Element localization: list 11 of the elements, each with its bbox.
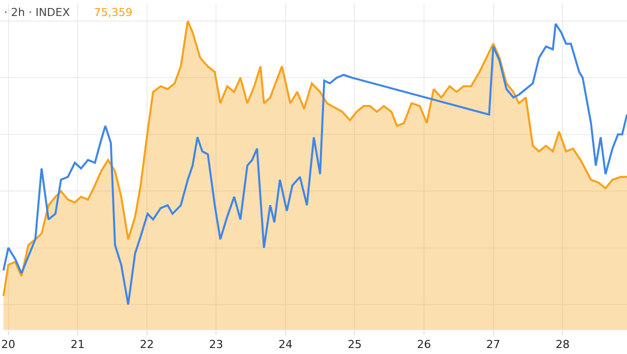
x-tick-label: 25 bbox=[348, 338, 362, 352]
x-tick-label: 22 bbox=[140, 338, 154, 352]
x-tick-label: 21 bbox=[70, 338, 85, 352]
text: 75,359 bbox=[94, 6, 132, 19]
x-tick-label: 20 bbox=[1, 338, 16, 352]
x-tick-label: 28 bbox=[556, 338, 570, 352]
text: · 2h · INDEX bbox=[4, 6, 70, 19]
x-tick-label: 24 bbox=[278, 338, 292, 352]
x-tick-label: 23 bbox=[209, 338, 224, 352]
x-tick-label: 27 bbox=[486, 338, 500, 352]
x-tick-label: 26 bbox=[417, 338, 431, 352]
